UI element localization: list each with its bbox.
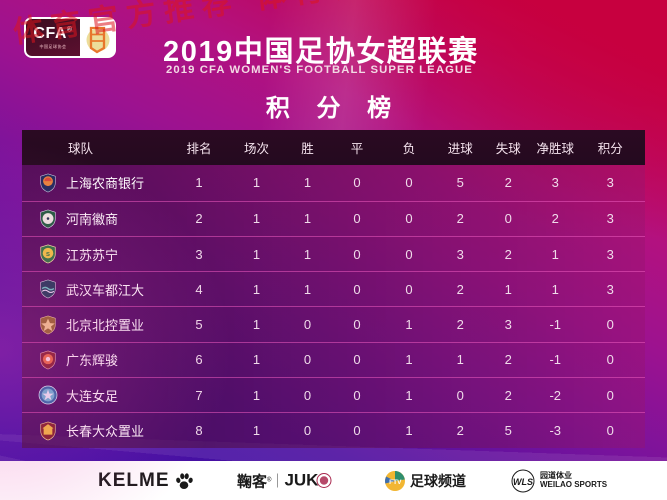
svg-text:WLS: WLS: [513, 477, 533, 487]
svg-text:S: S: [46, 252, 50, 258]
svg-text:FTV: FTV: [389, 479, 402, 486]
